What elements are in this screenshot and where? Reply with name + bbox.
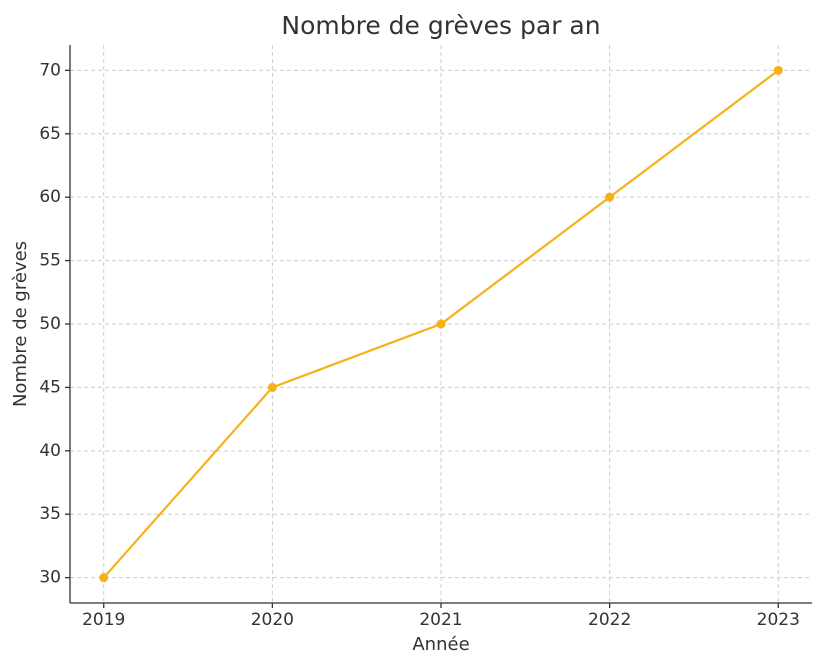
y-tick-label: 65 xyxy=(39,124,61,144)
point xyxy=(99,573,109,583)
point xyxy=(605,192,615,202)
y-tick-label: 55 xyxy=(39,251,61,271)
x-tick-label: 2020 xyxy=(251,610,294,630)
x-tick-label: 2019 xyxy=(82,610,125,630)
y-tick-label: 50 xyxy=(39,314,61,334)
chart-title: Nombre de grèves par an xyxy=(281,11,600,40)
point xyxy=(773,65,783,75)
x-tick-label: 2022 xyxy=(588,610,631,630)
x-axis-label: Année xyxy=(412,634,469,653)
x-tick-label: 2023 xyxy=(757,610,800,630)
y-tick-label: 60 xyxy=(39,187,61,207)
y-tick-label: 70 xyxy=(39,60,61,80)
y-tick-label: 35 xyxy=(39,504,61,524)
point xyxy=(436,319,446,329)
y-tick-label: 30 xyxy=(39,568,61,588)
point xyxy=(267,382,277,392)
y-tick-label: 40 xyxy=(39,441,61,461)
y-axis-label: Nombre de grèves xyxy=(10,241,31,407)
x-tick-label: 2021 xyxy=(419,610,462,630)
y-tick-label: 45 xyxy=(39,377,61,397)
